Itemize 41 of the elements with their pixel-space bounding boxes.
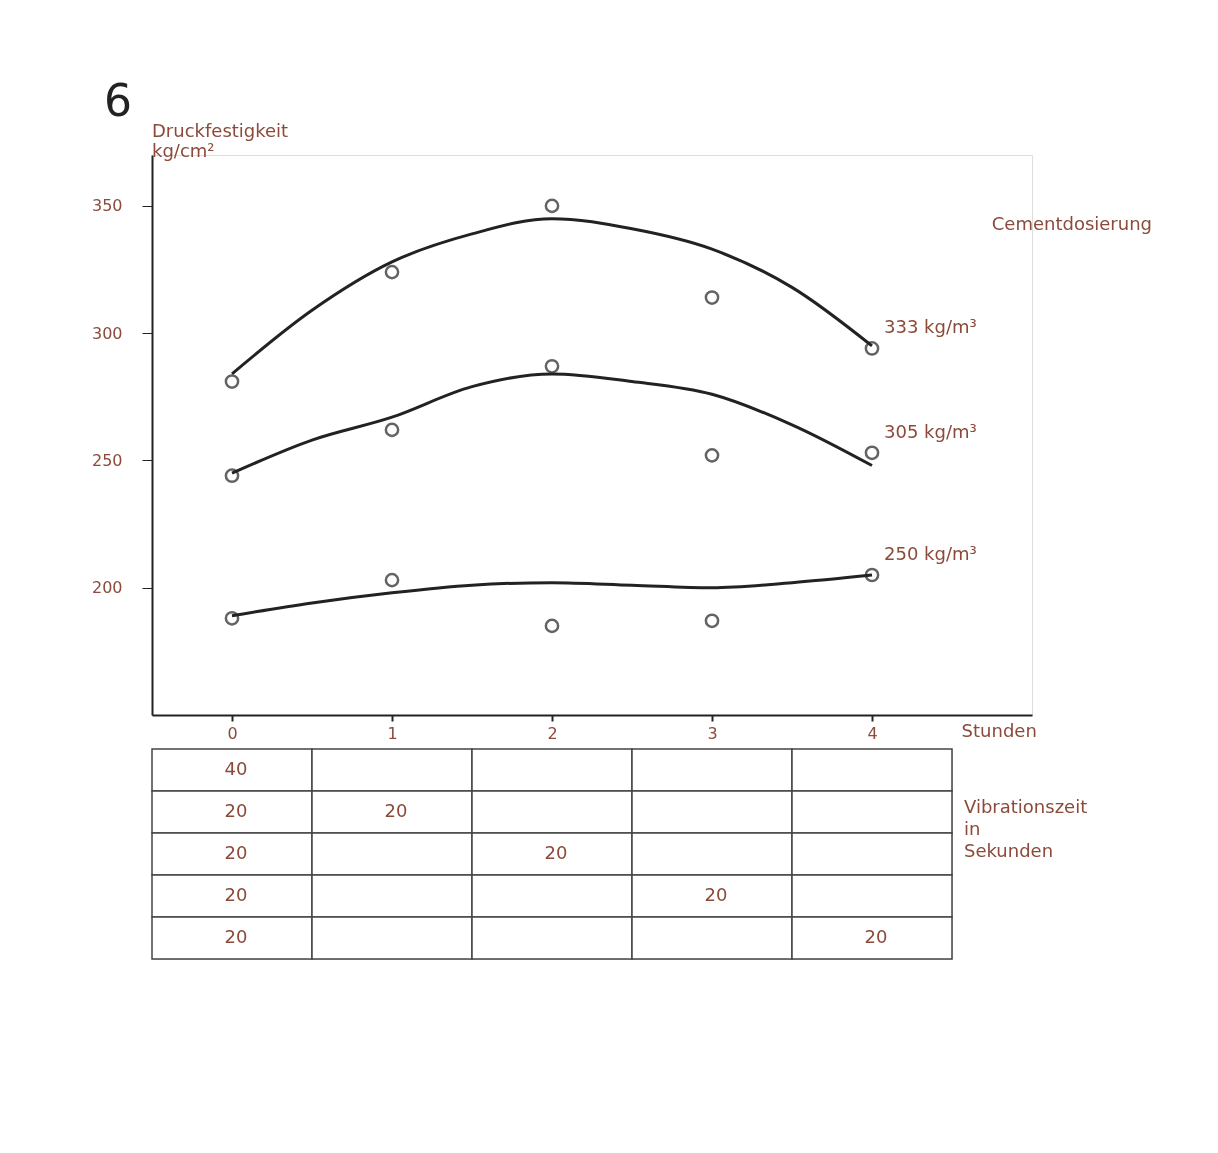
- point: [224, 468, 240, 484]
- series-label: 305 kg/m³: [884, 420, 977, 442]
- point: [224, 610, 240, 626]
- series-label: 250 kg/m³: [884, 543, 977, 564]
- x-tick-label: 1: [387, 723, 398, 743]
- data-label: 20: [224, 926, 248, 947]
- y-tick-label: 250: [91, 450, 123, 470]
- point: [864, 567, 880, 583]
- x-tick-label: 0: [227, 723, 238, 743]
- data-label: 40: [224, 758, 248, 779]
- legend-title: Cementdosierung: [991, 213, 1152, 234]
- point: [384, 264, 400, 280]
- y-axis-title: Druckfestigkeit kg/cm²: [152, 120, 289, 161]
- point: [704, 613, 720, 629]
- data-label: 20: [224, 800, 248, 821]
- data-label: 20: [704, 884, 728, 905]
- point: [224, 374, 240, 389]
- x-tick-label: 2: [547, 723, 558, 743]
- data-label: 20: [384, 800, 408, 821]
- point: [864, 445, 880, 461]
- point: [704, 290, 720, 305]
- x-tick-label: 4: [867, 723, 878, 743]
- point: [544, 198, 560, 214]
- x-axis-title: Stunden: [961, 720, 1037, 741]
- data-label: 20: [224, 884, 248, 905]
- point: [384, 572, 400, 588]
- data-label: 20: [544, 842, 568, 863]
- point: [384, 422, 400, 438]
- point: [864, 341, 880, 356]
- point: [544, 618, 560, 634]
- data-label: 20: [864, 926, 888, 947]
- point: [704, 448, 720, 463]
- y-tick-label: 350: [91, 196, 123, 216]
- point: [544, 358, 560, 374]
- series-label: 333 kg/m³: [884, 316, 977, 338]
- x-tick-label: 3: [707, 723, 718, 743]
- y-axis-title: Vibrationszeit in Sekunden: [964, 796, 1088, 862]
- y-tick-label: 300: [91, 323, 123, 343]
- text: 6: [104, 75, 132, 126]
- data-label: 20: [224, 842, 248, 863]
- y-tick-label: 200: [91, 578, 123, 598]
